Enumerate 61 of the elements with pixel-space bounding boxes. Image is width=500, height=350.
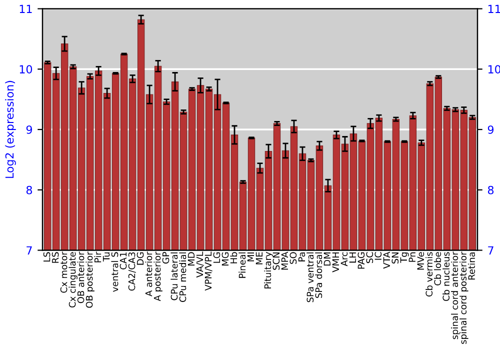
- x-tick-label: LG: [213, 252, 220, 263]
- x-tick-label: Cb lobe: [434, 252, 442, 286]
- x-tick-label: Cb vermis: [426, 252, 433, 296]
- y-tick-label: 7: [26, 246, 32, 254]
- y2-tick-label: 7: [488, 246, 494, 254]
- x-tick-label: GP: [162, 252, 170, 264]
- x-tick-label: Arc: [340, 252, 348, 266]
- x-tick-label: DG: [136, 252, 144, 265]
- x-tick-label: spinal cord anterior: [451, 252, 460, 340]
- x-tick-label: CA2/CA3: [128, 252, 136, 291]
- x-tick-label: Cb nucleus: [442, 252, 450, 301]
- x-tick-label: SCN: [272, 252, 280, 270]
- x-tick-label: LH: [349, 252, 356, 263]
- y2-tick-label: 8: [488, 186, 494, 194]
- x-tick-label: VA/VL: [196, 252, 204, 278]
- x-tick-label: SPa ventral: [306, 252, 314, 302]
- x-tick-label: OB anterior: [77, 252, 84, 304]
- x-tick-label: LS: [43, 252, 50, 262]
- x-tick-label: RS: [52, 252, 59, 263]
- y-tick-label: 11: [20, 4, 32, 13]
- x-tick-label: VMH: [332, 252, 339, 272]
- x-tick-label: SC: [366, 252, 374, 264]
- x-tick-label: SPa dorsal: [315, 252, 322, 298]
- x-tick-label: IC: [374, 252, 382, 260]
- x-tick-label: PAG: [358, 252, 365, 269]
- x-tick-label: Pa: [298, 252, 306, 262]
- x-tick-label: MPA: [281, 252, 288, 270]
- x-tick-label: A anterior: [145, 252, 152, 296]
- x-tick-label: MG: [222, 252, 229, 266]
- x-tick-label: SO: [290, 252, 297, 264]
- x-tick-label: Pineal: [238, 252, 246, 278]
- x-tick-label: SN: [392, 252, 399, 264]
- x-tick-label: VPM/VPL: [204, 252, 212, 291]
- x-tick-label: Cx motor: [60, 252, 68, 293]
- x-tick-label: Tu: [102, 252, 110, 262]
- x-tick-label: CPu medial: [179, 252, 186, 302]
- x-tick-label: Pir: [94, 252, 102, 262]
- x-tick-label: CA1: [120, 252, 127, 270]
- x-tick-label: ME: [256, 252, 262, 264]
- x-tick-label: Retina: [468, 252, 476, 280]
- y2-tick-label: 9: [488, 125, 494, 134]
- y-axis-title: Log2 (expression): [5, 80, 16, 178]
- x-tick-label: CPu lateral: [170, 252, 178, 300]
- x-tick-label: Cx cingulate: [68, 252, 78, 308]
- x-tick-label: MI: [247, 252, 254, 262]
- y-tick-label: 9: [26, 125, 32, 134]
- x-tick-label: DM: [324, 252, 330, 266]
- y-tick-label: 10: [20, 65, 32, 74]
- x-tick-label: Pituitary: [264, 252, 273, 288]
- x-tick-label: MD: [188, 252, 195, 266]
- y2-tick-label: 11: [488, 4, 500, 13]
- x-tick-label: Tg: [400, 252, 409, 263]
- x-tick-label: VTA: [383, 252, 390, 269]
- x-tick-label: spinal cord posterior: [460, 252, 468, 344]
- x-tick-label: Pn: [408, 252, 416, 262]
- x-tick-label: Hb: [230, 252, 238, 264]
- x-tick-label: OB posterior: [86, 252, 94, 308]
- x-tick-label: ventral S: [111, 252, 118, 292]
- x-tick-label: MVe: [417, 252, 424, 270]
- y-tick-label: 8: [26, 186, 32, 194]
- x-tick-label: A posterior: [154, 252, 162, 302]
